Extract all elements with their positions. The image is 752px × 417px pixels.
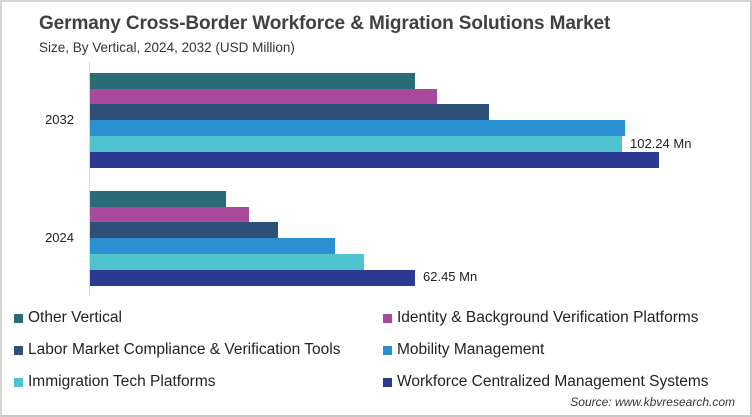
legend-label: Labor Market Compliance & Verification T… <box>28 341 341 358</box>
legend-label: Other Vertical <box>28 309 122 326</box>
bar-2024-immigration-tech-platforms <box>90 253 364 270</box>
legend-swatch-icon <box>14 377 23 387</box>
legend-item-identity-background: Identity & Background Verification Platf… <box>383 309 699 327</box>
chart-subtitle: Size, By Vertical, 2024, 2032 (USD Milli… <box>39 40 295 55</box>
bar-2024-other-vertical <box>90 191 226 207</box>
legend-label: Immigration Tech Platforms <box>28 373 216 390</box>
legend-label: Workforce Centralized Management Systems <box>397 373 709 390</box>
bar-2032-labor-market-compliance-verification-tools <box>90 104 489 121</box>
legend-item-labor-market: Labor Market Compliance & Verification T… <box>14 341 340 359</box>
legend-label: Mobility Management <box>397 341 545 358</box>
legend-swatch-icon <box>383 345 392 355</box>
legend-item-mobility-management: Mobility Management <box>383 341 544 359</box>
bar-2024-labor-market-compliance-verification-tools <box>90 222 278 239</box>
legend-item-other-vertical: Other Vertical <box>14 309 122 327</box>
source-note: Source: www.kbvresearch.com <box>570 395 735 409</box>
category-label-2024: 2024 <box>45 230 74 245</box>
data-label-2032: 102.24 Mn <box>630 136 692 151</box>
bar-2032-identity-background-verification-platforms <box>90 88 437 105</box>
bar-2024-mobility-management <box>90 238 335 255</box>
bar-2024-identity-background-verification-platforms <box>90 206 249 223</box>
bar-2032-other-vertical <box>90 73 415 89</box>
legend-swatch-icon <box>14 313 23 323</box>
bar-2032-mobility-management <box>90 120 625 137</box>
bar-2032-workforce-centralized-management-systems <box>90 151 659 168</box>
bar-2024-workforce-centralized-management-systems <box>90 269 415 286</box>
chart-title: Germany Cross-Border Workforce & Migrati… <box>39 13 611 34</box>
data-label-2024: 62.45 Mn <box>423 269 478 284</box>
legend-swatch-icon <box>383 313 392 323</box>
legend-item-workforce-centralized: Workforce Centralized Management Systems <box>383 373 709 391</box>
category-axis-line <box>89 62 90 296</box>
legend-swatch-icon <box>14 345 23 355</box>
legend-item-immigration-tech: Immigration Tech Platforms <box>14 373 216 391</box>
bar-2032-immigration-tech-platforms <box>90 135 622 152</box>
legend-swatch-icon <box>383 377 392 387</box>
category-label-2032: 2032 <box>45 112 74 127</box>
legend-label: Identity & Background Verification Platf… <box>397 309 699 326</box>
